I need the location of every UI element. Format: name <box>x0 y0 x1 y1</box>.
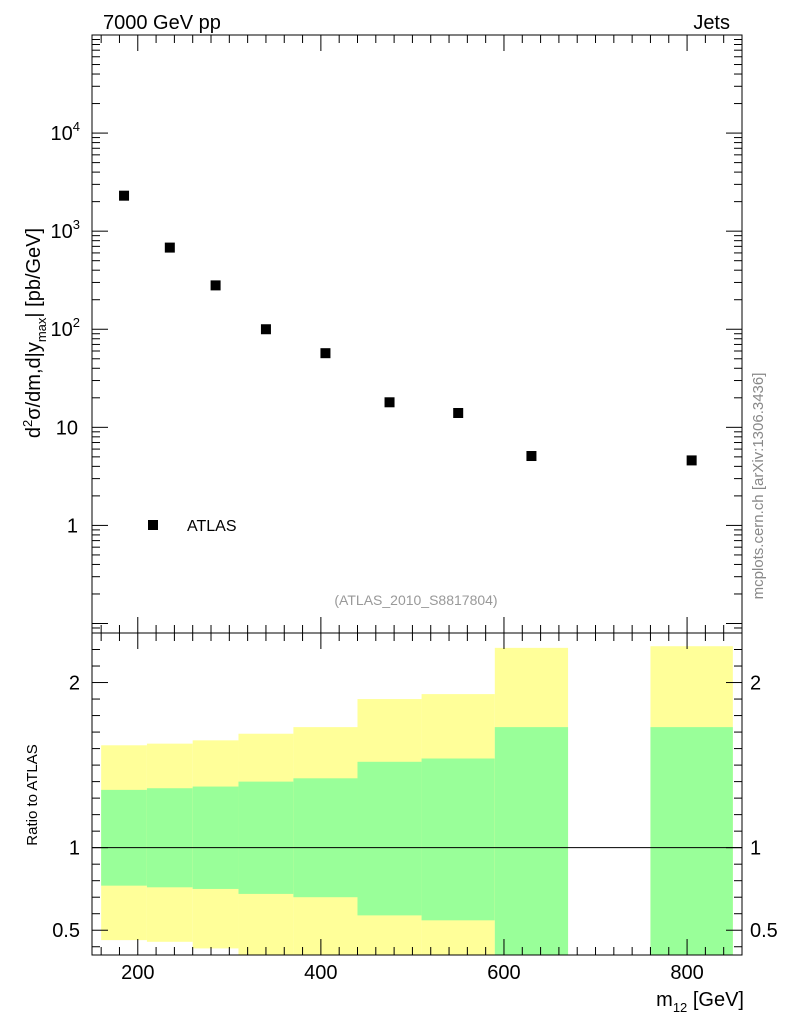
main-y-tick-label: 10 <box>56 417 78 439</box>
stat-uncertainty-band <box>192 786 239 889</box>
ratio-y-tick-label-right: 1 <box>750 838 761 860</box>
main-ticks <box>92 34 743 634</box>
ratio-frame <box>91 632 743 956</box>
data-point <box>119 190 130 201</box>
x-tick-label: 800 <box>670 962 703 984</box>
ratio-y-tick-label-right: 2 <box>750 673 761 695</box>
x-tick-label: 400 <box>304 962 337 984</box>
legend-label: ATLAS <box>187 518 237 535</box>
analysis-annotation: (ATLAS_2010_S8817804) <box>334 592 497 608</box>
main-y-tick-label: 104 <box>51 119 80 145</box>
stat-uncertainty-band <box>101 789 147 886</box>
ratio-y-tick-label: 2 <box>69 673 80 695</box>
stat-uncertainty-band <box>421 758 495 921</box>
title-left: 7000 GeV pp <box>103 12 221 34</box>
ratio-y-tick-label: 0.5 <box>52 920 80 942</box>
main-tick-labels: 1 10 102 103 104 <box>51 119 80 537</box>
data-point <box>164 242 175 253</box>
data-point <box>453 407 464 418</box>
stat-uncertainty-band <box>650 727 733 955</box>
stat-uncertainty-band <box>357 761 422 916</box>
stat-uncertainty-band <box>494 727 569 955</box>
ratio-ticks <box>92 633 743 955</box>
data-point <box>260 324 271 335</box>
stat-uncertainty-band <box>293 778 358 898</box>
ratio-bands <box>101 646 733 955</box>
ratio-y-tick-label-right: 0.5 <box>750 920 778 942</box>
data-point <box>686 455 697 466</box>
ratio-y-tick-label: 1 <box>69 838 80 860</box>
data-point <box>210 280 221 291</box>
watermark: mcplots.cern.ch [arXiv:1306.3436] <box>750 373 767 600</box>
ratio-panel: 0.5 0.5 1 1 2 2 200 400 600 800 <box>52 632 778 984</box>
stat-uncertainty-band <box>146 788 193 888</box>
main-frame <box>91 34 743 634</box>
main-y-axis-label: d2σ/dm,d|ymax| [pb/GeV] <box>20 228 49 438</box>
main-y-tick-label: 102 <box>51 315 80 341</box>
stat-uncertainty-band <box>238 781 294 894</box>
data-points <box>119 190 697 466</box>
x-axis-label: m12 [GeV] <box>656 989 744 1015</box>
data-point <box>526 451 537 462</box>
main-y-tick-label: 103 <box>51 217 80 243</box>
ratio-y-axis-label: Ratio to ATLAS <box>24 744 41 845</box>
main-y-tick-label: 1 <box>67 515 78 537</box>
data-point <box>384 397 395 408</box>
main-panel: 1 10 102 103 104 ATLAS (ATLAS_2010_S8817804) <box>51 34 743 634</box>
data-point <box>320 348 331 359</box>
x-tick-label: 200 <box>121 962 154 984</box>
x-tick-label: 600 <box>487 962 520 984</box>
ratio-tick-labels: 0.5 0.5 1 1 2 2 200 400 600 800 <box>52 673 778 984</box>
title-right: Jets <box>693 12 730 34</box>
legend-marker <box>148 520 158 530</box>
